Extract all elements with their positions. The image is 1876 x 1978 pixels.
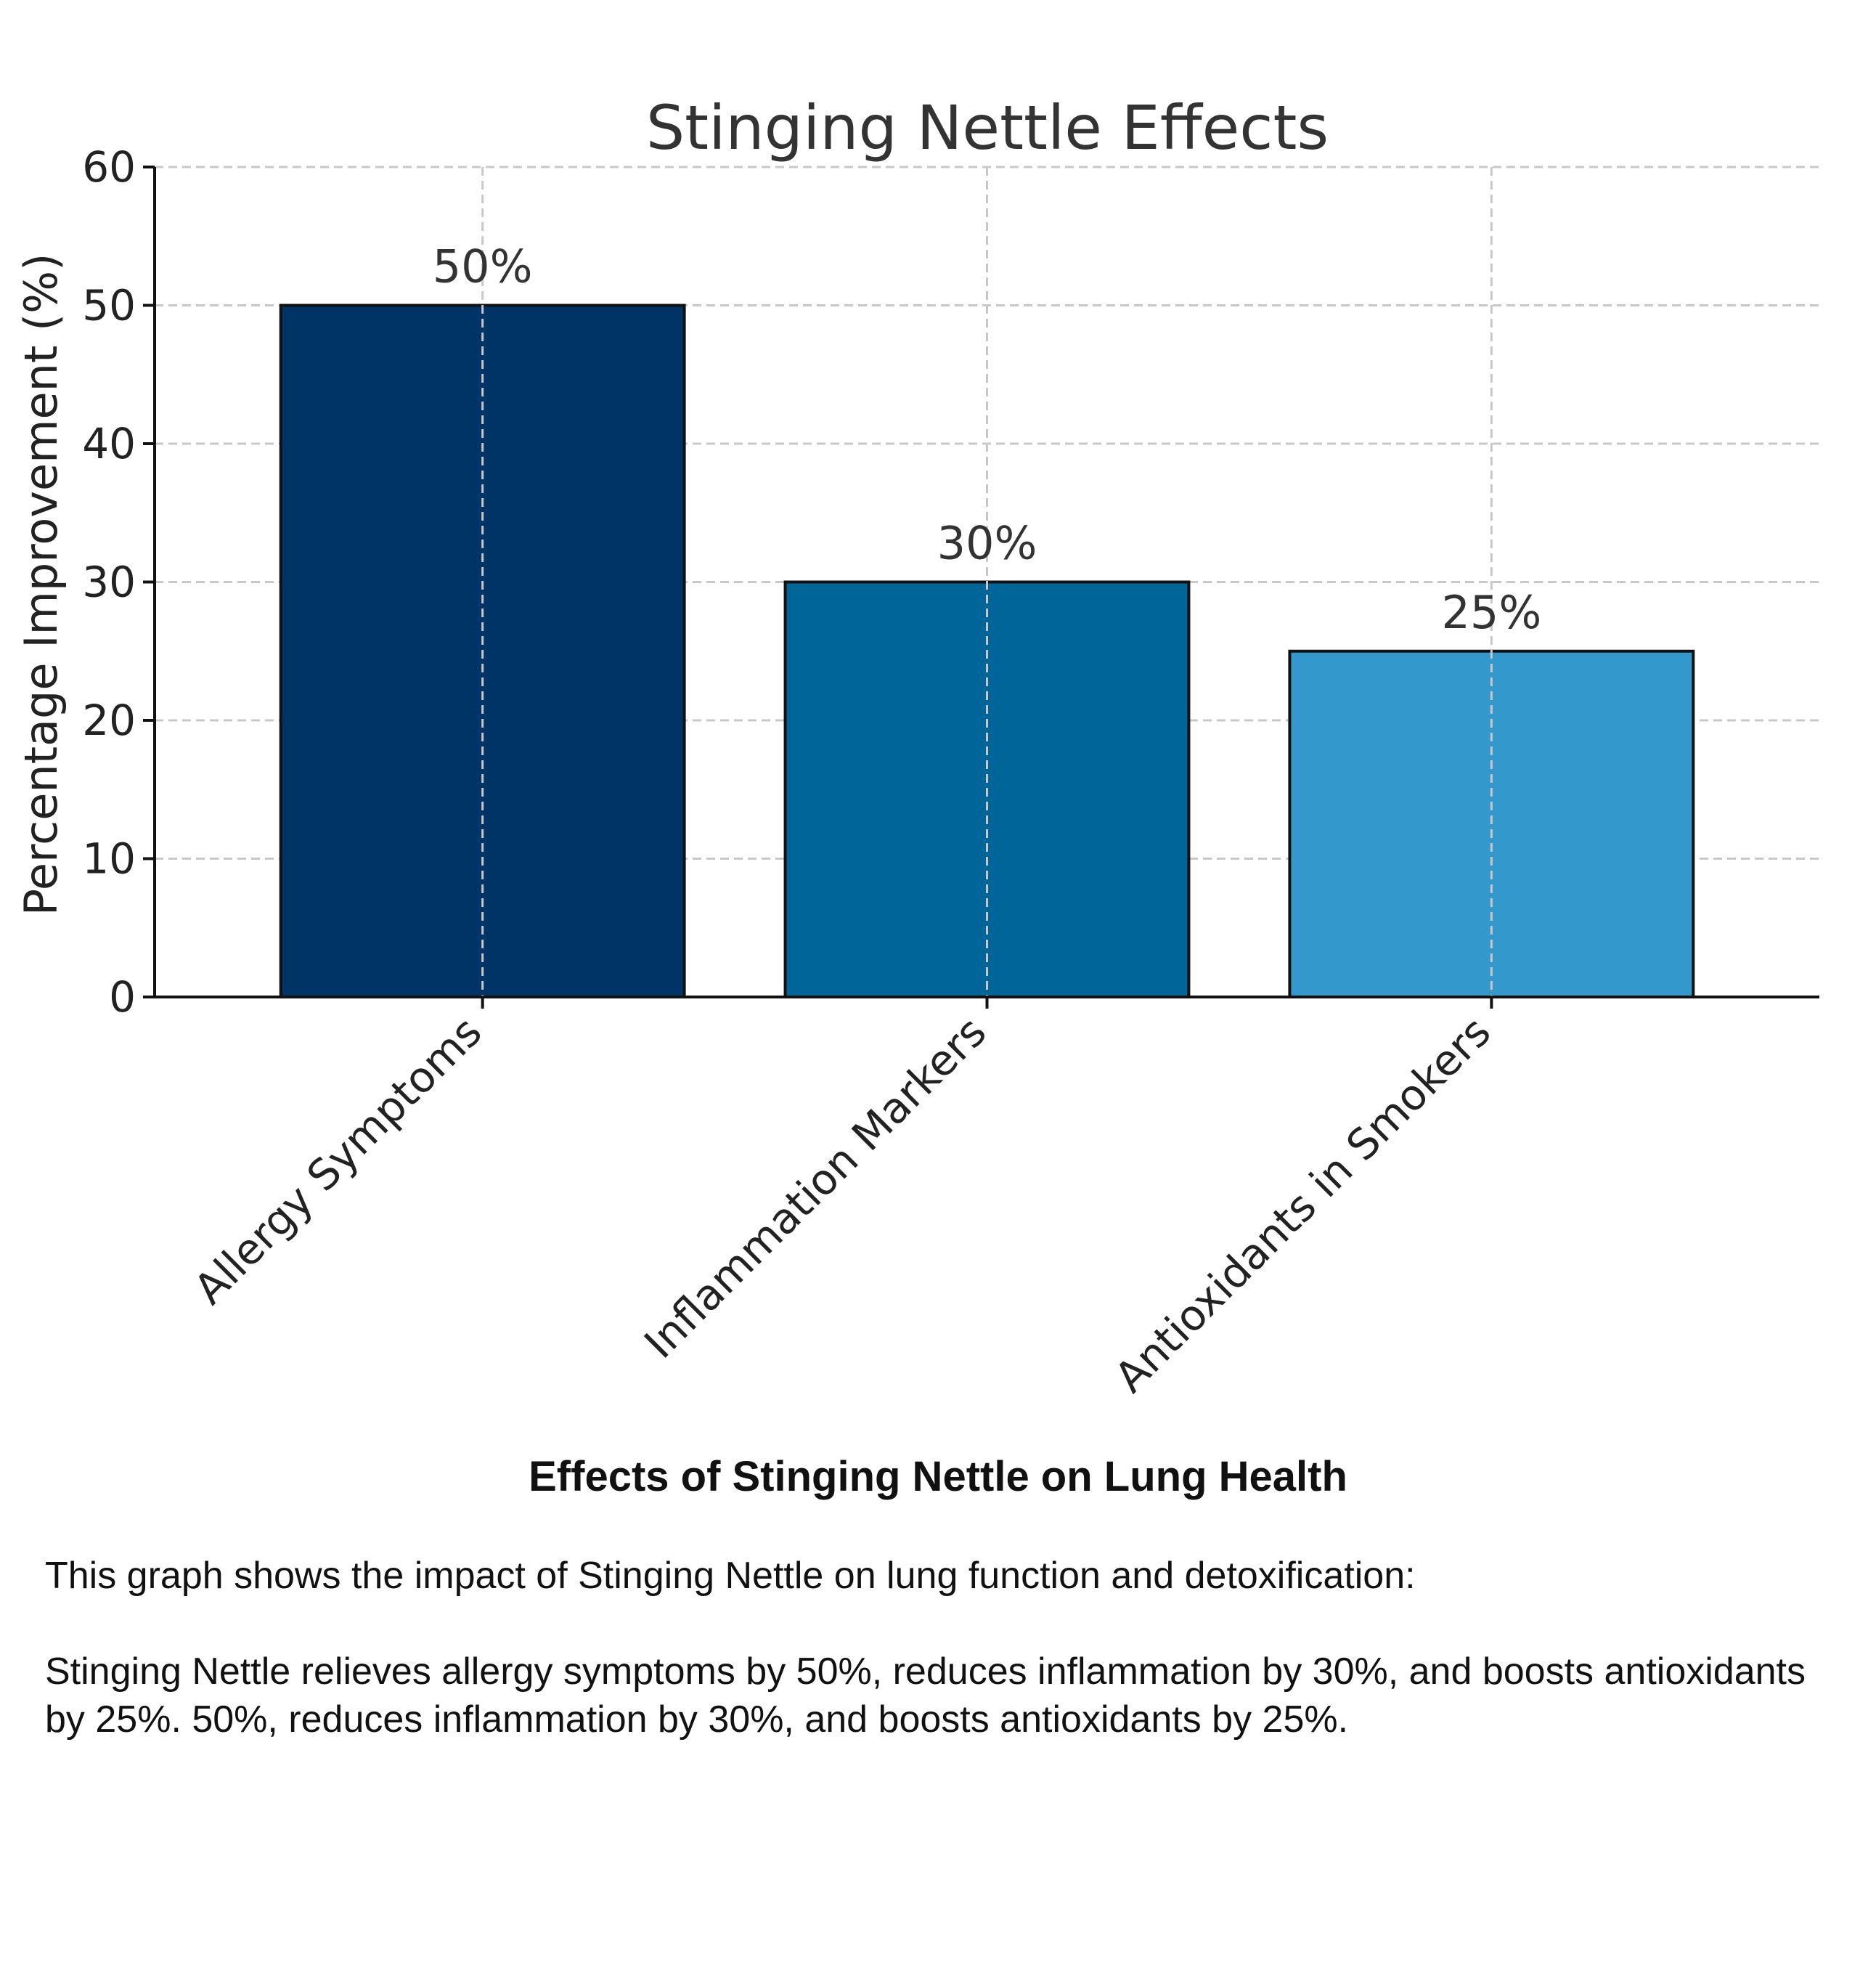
- x-category-label: Allergy Symptoms: [184, 1007, 491, 1314]
- y-tick-label: 40: [82, 419, 136, 468]
- caption-body: Stinging Nettle relieves allergy symptom…: [45, 1651, 1806, 1741]
- bar-value-label: 25%: [1441, 586, 1541, 639]
- chart-title: Stinging Nettle Effects: [646, 92, 1329, 163]
- bars: [279, 167, 1695, 998]
- bar-value-label: 50%: [433, 240, 533, 293]
- x-category-label: Inflammation Markers: [635, 1007, 996, 1368]
- y-axis-title: Percentage Improvement (%): [15, 253, 68, 916]
- y-tick-label: 0: [109, 972, 136, 1022]
- y-tick-label: 10: [82, 834, 136, 884]
- caption-title: Effects of Stinging Nettle on Lung Healt…: [529, 1453, 1347, 1500]
- y-tick-label: 20: [82, 696, 136, 745]
- y-tick-label: 30: [82, 558, 136, 607]
- bar-value-label: 30%: [937, 517, 1037, 570]
- y-tick-label: 60: [82, 142, 136, 192]
- caption-intro: This graph shows the impact of Stinging …: [45, 1555, 1416, 1597]
- y-tick-label: 50: [82, 281, 136, 330]
- bar-chart: Stinging Nettle Effects Percentage Impro…: [15, 92, 1819, 1394]
- chart-caption: Effects of Stinging Nettle on Lung Healt…: [45, 1452, 1831, 1791]
- x-category-label: Antioxidants in Smokers: [1105, 1007, 1500, 1394]
- y-ticks: 0 10 20 30 40 50 60: [82, 142, 1493, 1022]
- value-labels: 50% 30% 25%: [433, 240, 1542, 639]
- category-labels: Allergy Symptoms Inflammation Markers Anti…: [184, 1007, 1500, 1394]
